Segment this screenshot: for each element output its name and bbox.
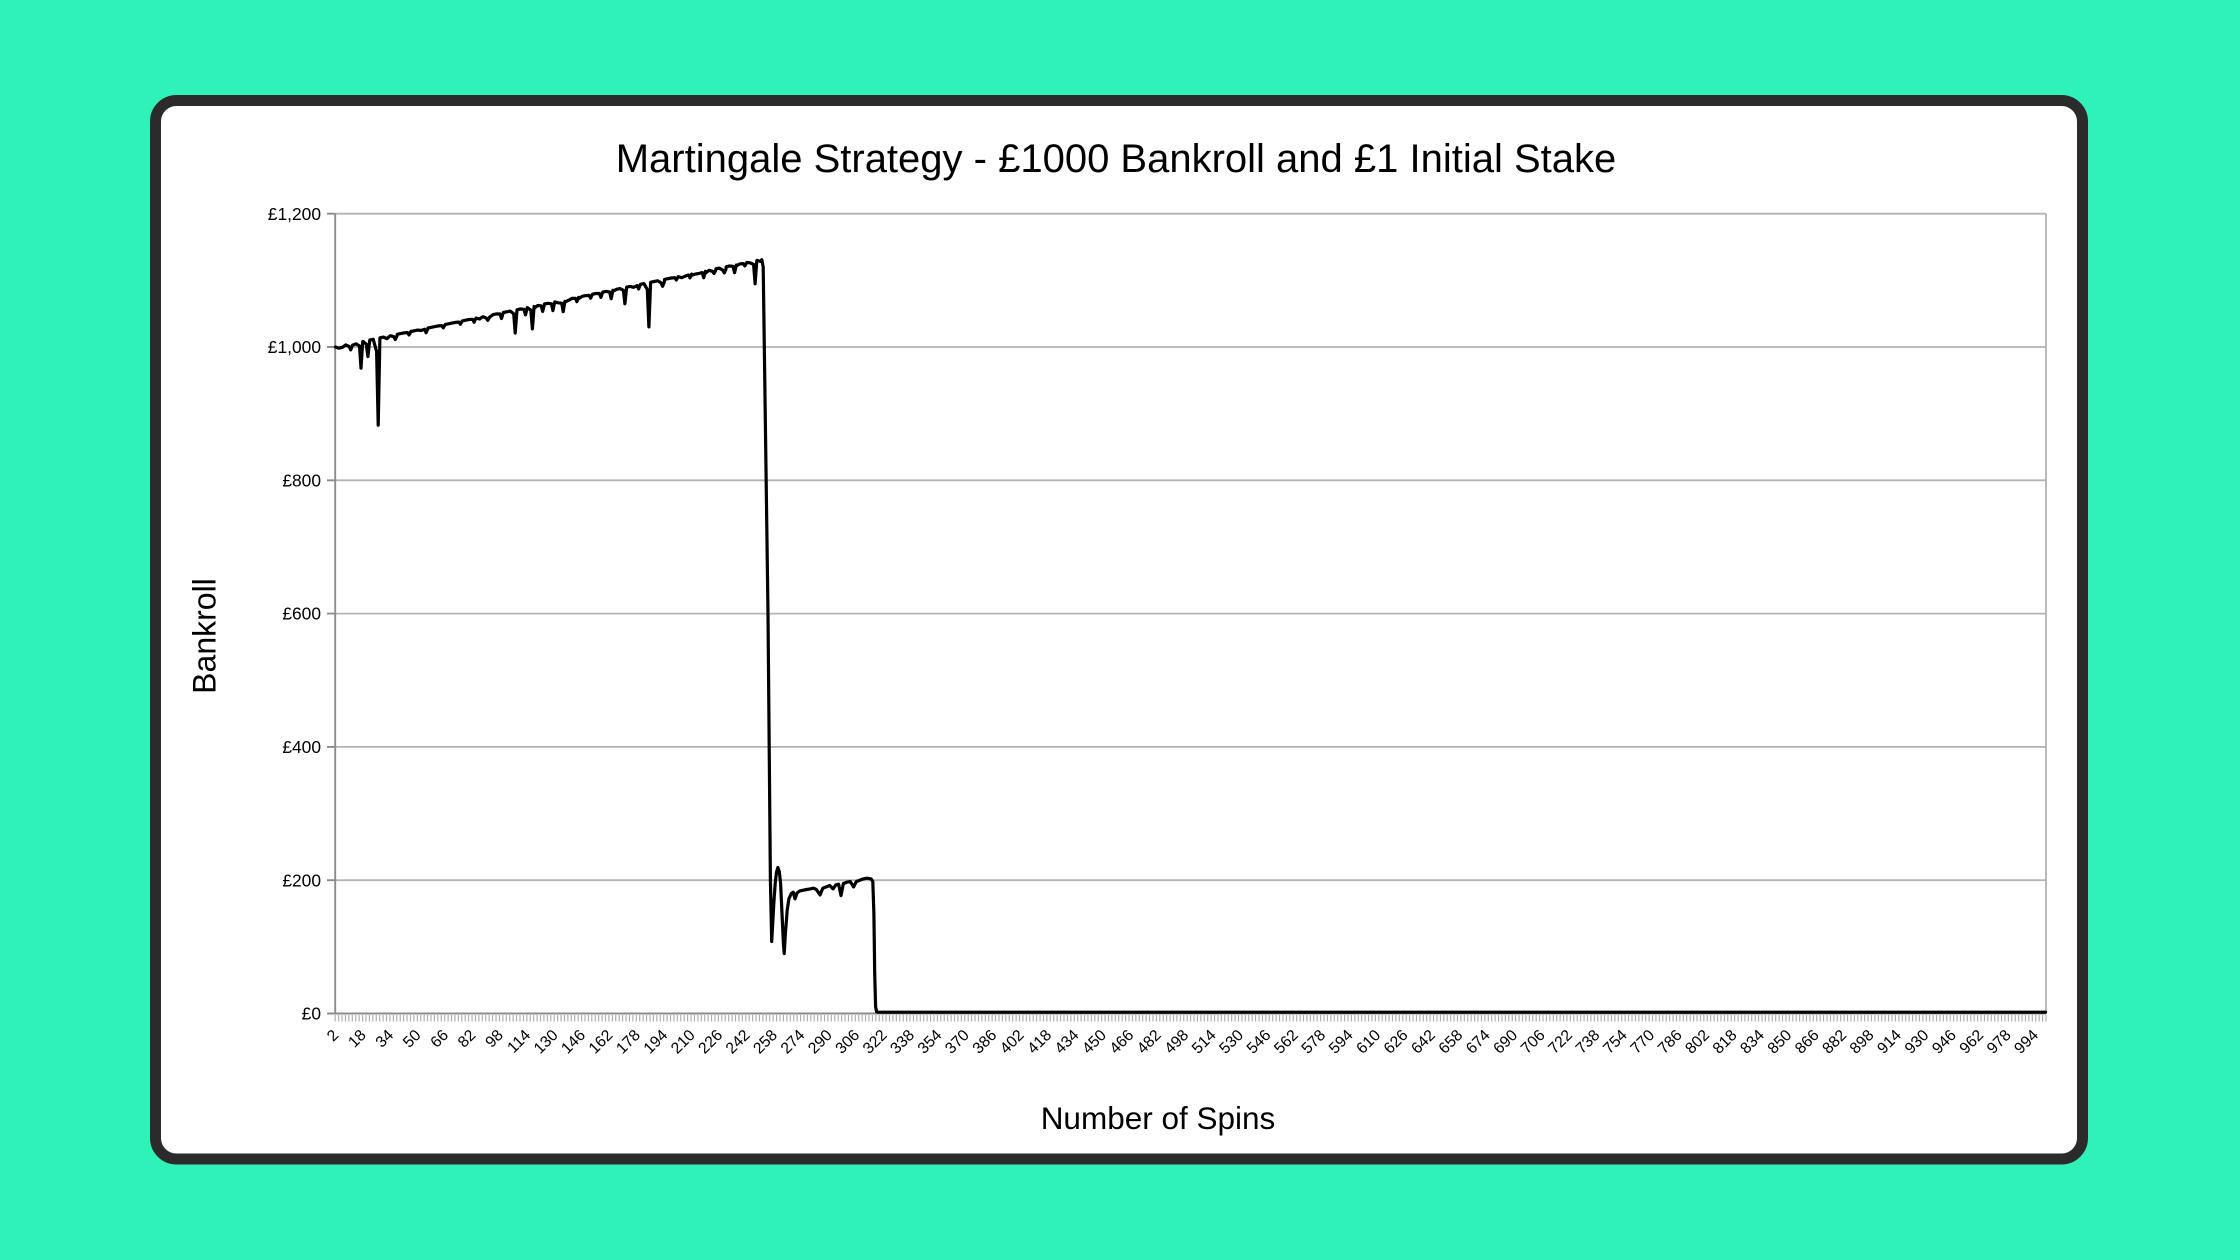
- svg-text:Number of Spins: Number of Spins: [1041, 1100, 1276, 1136]
- svg-text:£1,200: £1,200: [268, 204, 321, 224]
- svg-text:£600: £600: [282, 604, 321, 624]
- svg-text:£0: £0: [302, 1004, 321, 1024]
- svg-text:£800: £800: [282, 470, 321, 490]
- svg-text:£1,000: £1,000: [268, 337, 321, 357]
- svg-text:Bankroll: Bankroll: [187, 578, 223, 694]
- svg-text:£200: £200: [282, 870, 321, 890]
- svg-text:£400: £400: [282, 737, 321, 757]
- svg-text:Martingale Strategy - £1000 Ba: Martingale Strategy - £1000 Bankroll and…: [616, 137, 1617, 181]
